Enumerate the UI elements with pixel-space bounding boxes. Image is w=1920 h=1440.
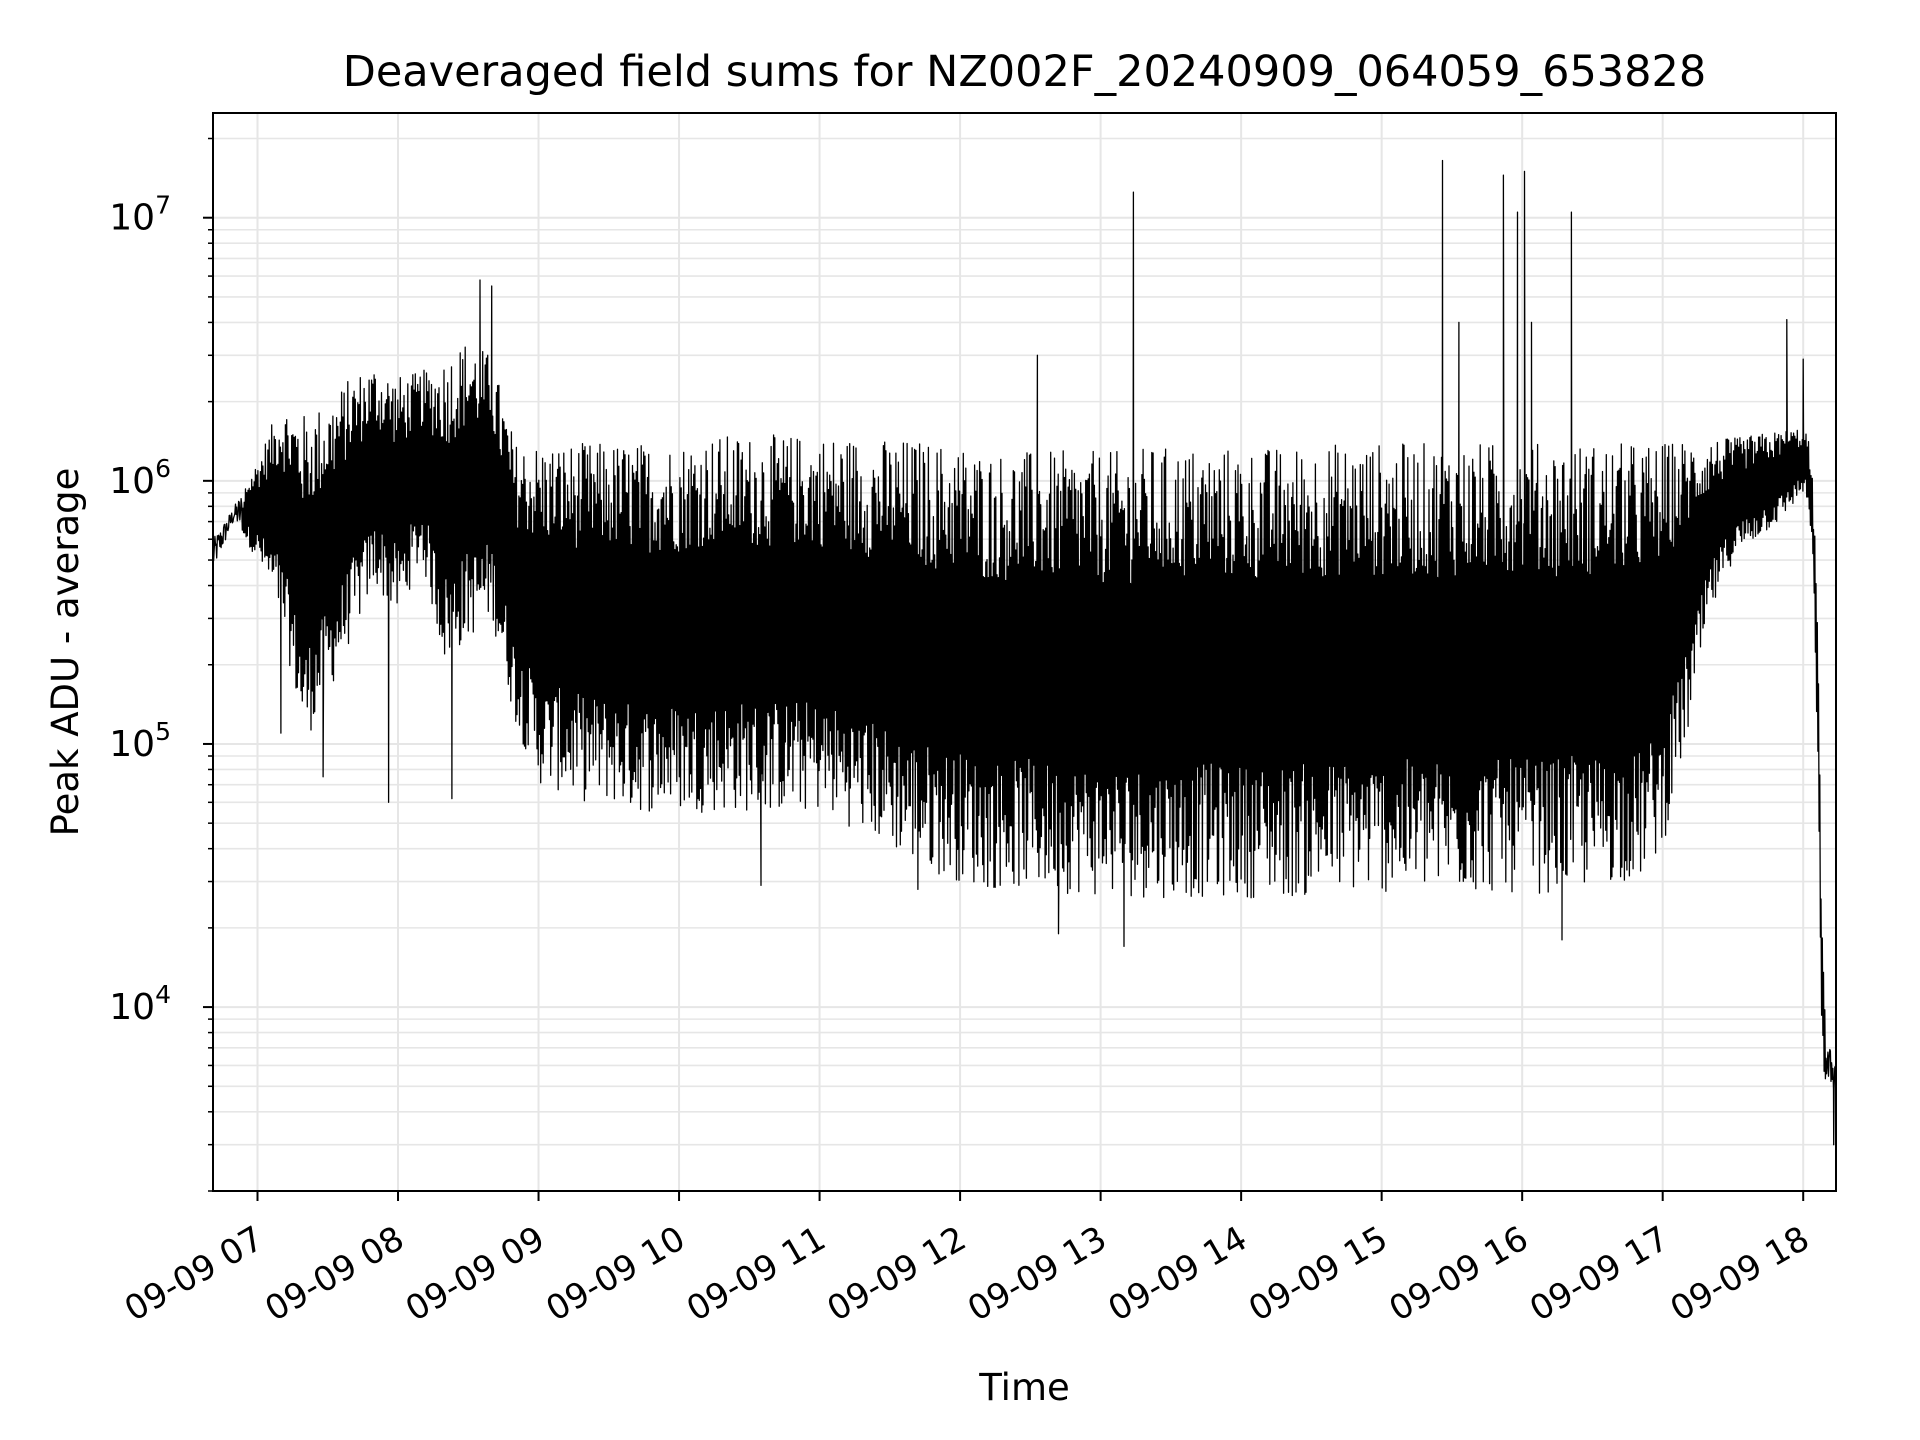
x-tick-label: 09-09 08 bbox=[259, 1219, 411, 1330]
x-tick-label: 09-09 10 bbox=[540, 1219, 692, 1330]
chart-title: Deaveraged field sums for NZ002F_2024090… bbox=[343, 47, 1707, 97]
y-tick-label: 104 bbox=[109, 980, 171, 1028]
x-tick-label: 09-09 07 bbox=[118, 1219, 270, 1330]
x-tick-label: 09-09 18 bbox=[1664, 1219, 1816, 1330]
y-tick-label: 105 bbox=[109, 717, 171, 765]
x-tick-label: 09-09 11 bbox=[680, 1219, 832, 1330]
plot-frame bbox=[212, 112, 1837, 1192]
x-tick-label: 09-09 16 bbox=[1383, 1219, 1535, 1330]
line-layer bbox=[212, 159, 1837, 1146]
x-tick-label: 09-09 12 bbox=[821, 1219, 973, 1330]
x-tick-label: 09-09 13 bbox=[961, 1219, 1113, 1330]
x-tick-label: 09-09 15 bbox=[1242, 1219, 1394, 1330]
x-tick-label: 09-09 14 bbox=[1102, 1219, 1254, 1330]
y-tick-label: 106 bbox=[109, 454, 171, 502]
y-axis-label: Peak ADU - average bbox=[44, 468, 87, 837]
x-tick-label: 09-09 17 bbox=[1523, 1219, 1675, 1330]
x-axis-label: Time bbox=[978, 1366, 1070, 1409]
x-tick-label: 09-09 09 bbox=[399, 1219, 551, 1330]
series-line bbox=[212, 159, 1837, 1146]
y-tick-label: 107 bbox=[109, 191, 171, 239]
